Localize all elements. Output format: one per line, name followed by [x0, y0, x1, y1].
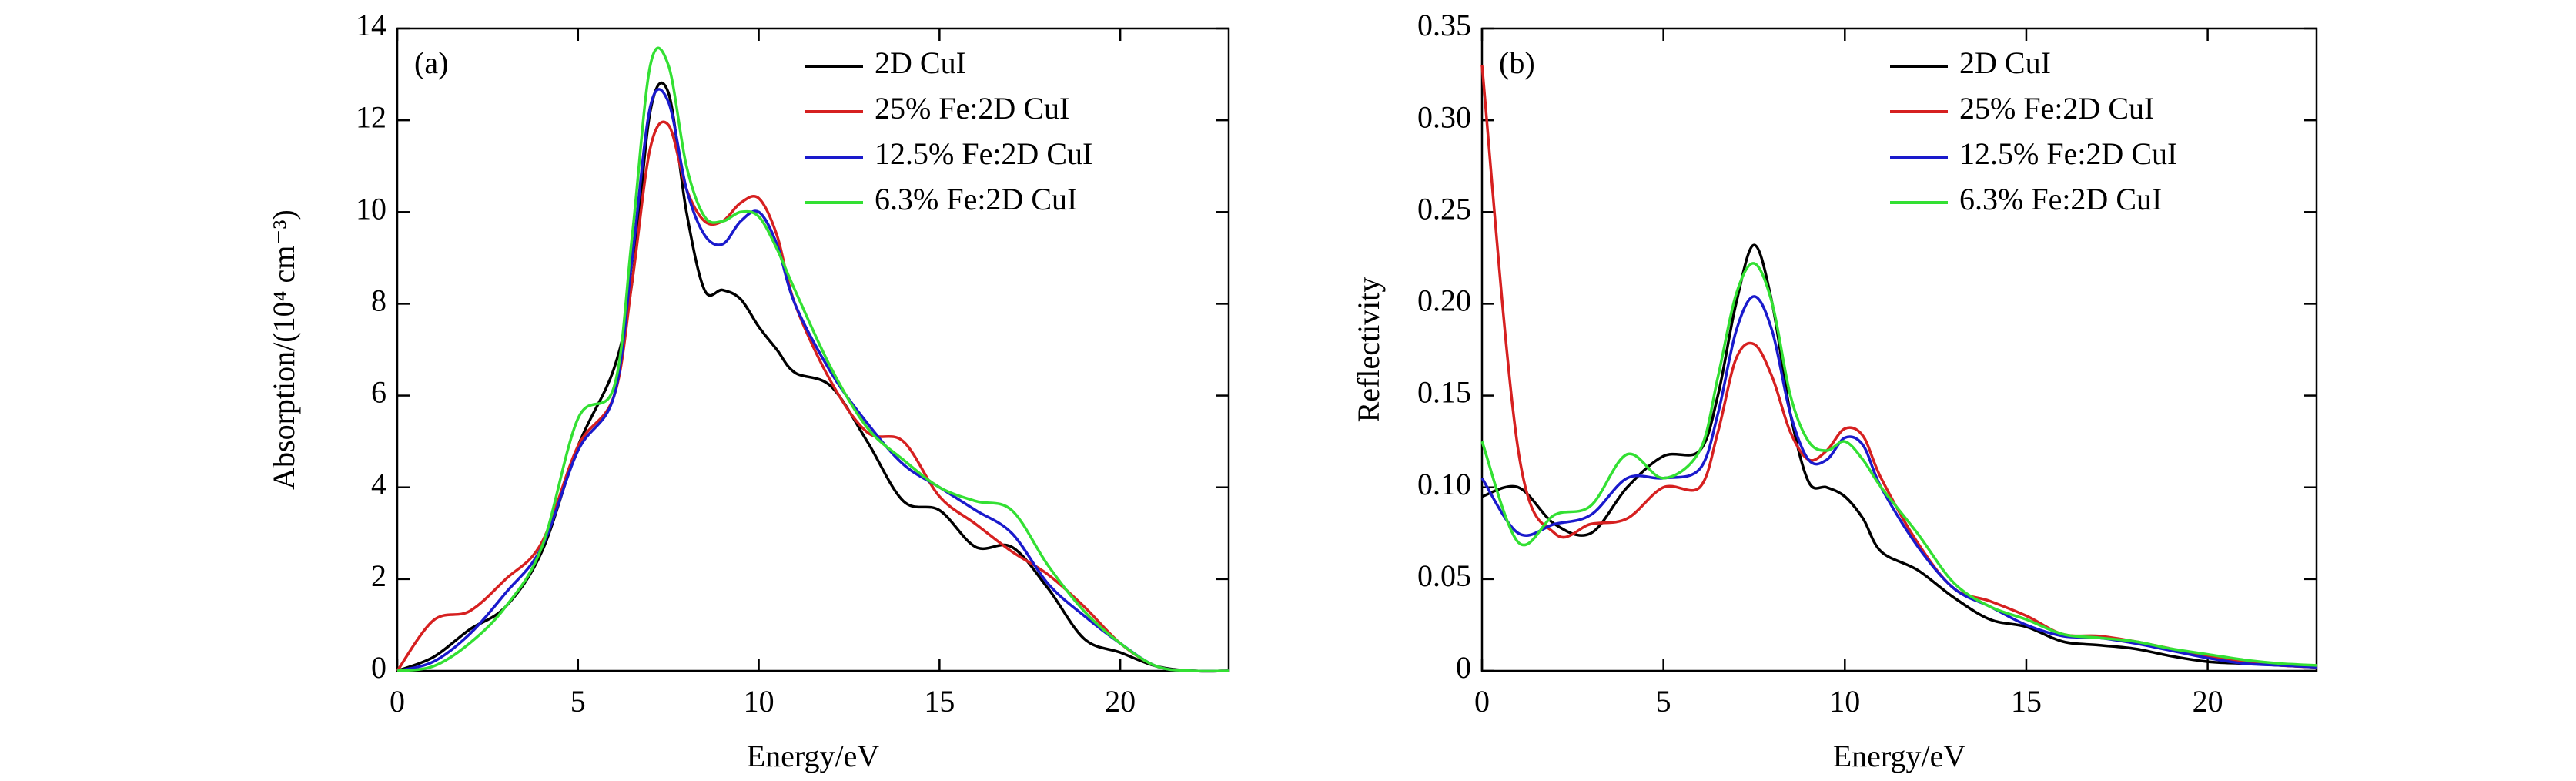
x-tick-label: 0	[1474, 684, 1490, 719]
y-tick-label: 10	[356, 191, 386, 226]
y-tick-label: 0.15	[1417, 375, 1471, 410]
legend-label: 25% Fe:2D CuI	[875, 91, 1069, 126]
y-tick-label: 0.20	[1417, 283, 1471, 318]
y-tick-label: 4	[371, 467, 386, 501]
legend-label: 12.5% Fe:2D CuI	[875, 136, 1092, 171]
data-line	[1481, 243, 2317, 669]
x-tick-label: 20	[1105, 684, 1136, 719]
x-axis-label: Energy/eV	[1833, 739, 1966, 773]
x-axis-label: Energy/eV	[747, 739, 880, 773]
legend-label: 2D CuI	[1959, 45, 2051, 80]
x-tick-label: 0	[390, 684, 405, 719]
y-tick-label: 0	[371, 650, 386, 685]
x-tick-label: 15	[924, 684, 955, 719]
x-tick-label: 15	[2011, 684, 2042, 719]
x-tick-label: 10	[744, 684, 774, 719]
x-tick-label: 10	[1829, 684, 1860, 719]
y-tick-label: 0.05	[1417, 558, 1471, 593]
data-line	[396, 88, 1229, 673]
panel-label: (a)	[414, 45, 448, 80]
y-tick-label: 6	[371, 375, 386, 410]
data-line	[1480, 65, 2317, 669]
x-tick-label: 20	[2193, 684, 2223, 719]
plot-frame	[1480, 27, 2318, 672]
x-tick-label: 5	[1656, 684, 1671, 719]
y-tick-label: 0.35	[1417, 8, 1471, 42]
data-line	[396, 120, 1229, 673]
y-tick-label: 0	[1456, 650, 1471, 685]
y-tick-label: 0.10	[1417, 467, 1471, 501]
data-line	[396, 46, 1229, 673]
legend-label: 6.3% Fe:2D CuI	[1959, 182, 2162, 216]
legend-label: 6.3% Fe:2D CuI	[875, 182, 1077, 216]
y-tick-label: 8	[371, 283, 386, 318]
panel-label: (b)	[1499, 45, 1535, 80]
y-tick-label: 0.30	[1417, 99, 1471, 134]
data-line	[1480, 262, 2317, 667]
y-axis-label: Absorption/(10⁴ cm⁻³)	[266, 209, 301, 490]
y-tick-label: 2	[371, 558, 386, 593]
y-axis-label: Reflectivity	[1351, 277, 1386, 423]
legend-label: 2D CuI	[875, 45, 966, 80]
legend-label: 12.5% Fe:2D CuI	[1959, 136, 2177, 171]
y-tick-label: 0.25	[1417, 191, 1471, 226]
y-tick-label: 14	[356, 8, 386, 42]
y-tick-label: 12	[356, 99, 386, 134]
legend-label: 25% Fe:2D CuI	[1959, 91, 2154, 126]
x-tick-label: 5	[570, 684, 586, 719]
plot-frame	[396, 27, 1230, 672]
